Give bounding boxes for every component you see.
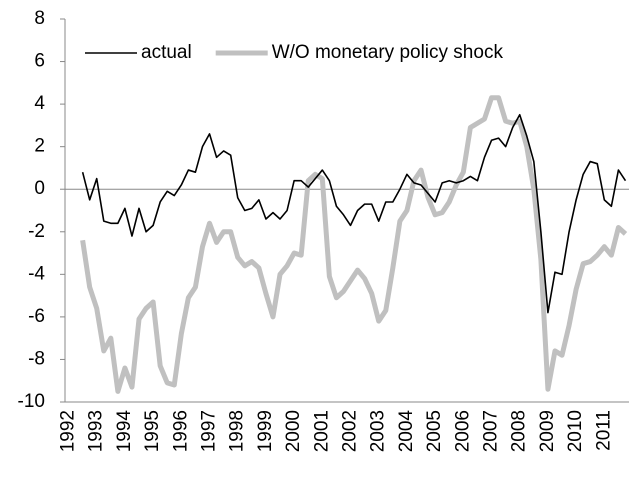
y-tick-label: 0 bbox=[34, 178, 45, 199]
y-tick-label: -10 bbox=[18, 391, 45, 412]
x-tick-label: 1994 bbox=[114, 410, 135, 453]
x-tick-label: 2010 bbox=[565, 410, 586, 452]
x-tick-label: 2002 bbox=[340, 410, 361, 452]
x-tick-label: 2006 bbox=[452, 410, 473, 452]
x-tick-label: 2005 bbox=[424, 410, 445, 452]
legend-label: actual bbox=[141, 42, 192, 63]
y-tick-label: 2 bbox=[34, 136, 45, 157]
x-tick-label: 1993 bbox=[86, 410, 107, 452]
y-tick-label: -6 bbox=[28, 306, 45, 327]
x-tick-label: 2008 bbox=[509, 410, 530, 452]
y-tick-label: 4 bbox=[34, 93, 45, 114]
y-tick-label: 6 bbox=[34, 51, 45, 72]
x-tick-label: 2001 bbox=[311, 410, 332, 452]
x-tick-label: 2000 bbox=[283, 410, 304, 452]
series-line bbox=[81, 113, 627, 314]
x-tick-label: 2003 bbox=[368, 410, 389, 452]
y-tick-label: -4 bbox=[28, 263, 45, 284]
x-tick-label: 1999 bbox=[255, 410, 276, 452]
x-tick-label: 2007 bbox=[481, 410, 502, 452]
x-tick-label: 2004 bbox=[396, 410, 417, 453]
x-tick-label: 1996 bbox=[170, 410, 191, 452]
y-tick-label: -8 bbox=[28, 348, 45, 369]
y-tick-label: 8 bbox=[34, 8, 45, 29]
series-line bbox=[80, 95, 628, 394]
x-tick-label: 1997 bbox=[199, 410, 220, 452]
x-tick-label: 1992 bbox=[58, 410, 79, 452]
x-tick-label: 1998 bbox=[227, 410, 248, 452]
x-tick-label: 2009 bbox=[537, 410, 558, 452]
y-tick-label: -2 bbox=[28, 221, 45, 242]
legend-label: W/O monetary policy shock bbox=[272, 42, 504, 63]
x-tick-label: 2011 bbox=[593, 410, 614, 451]
x-tick-label: 1995 bbox=[142, 410, 163, 452]
